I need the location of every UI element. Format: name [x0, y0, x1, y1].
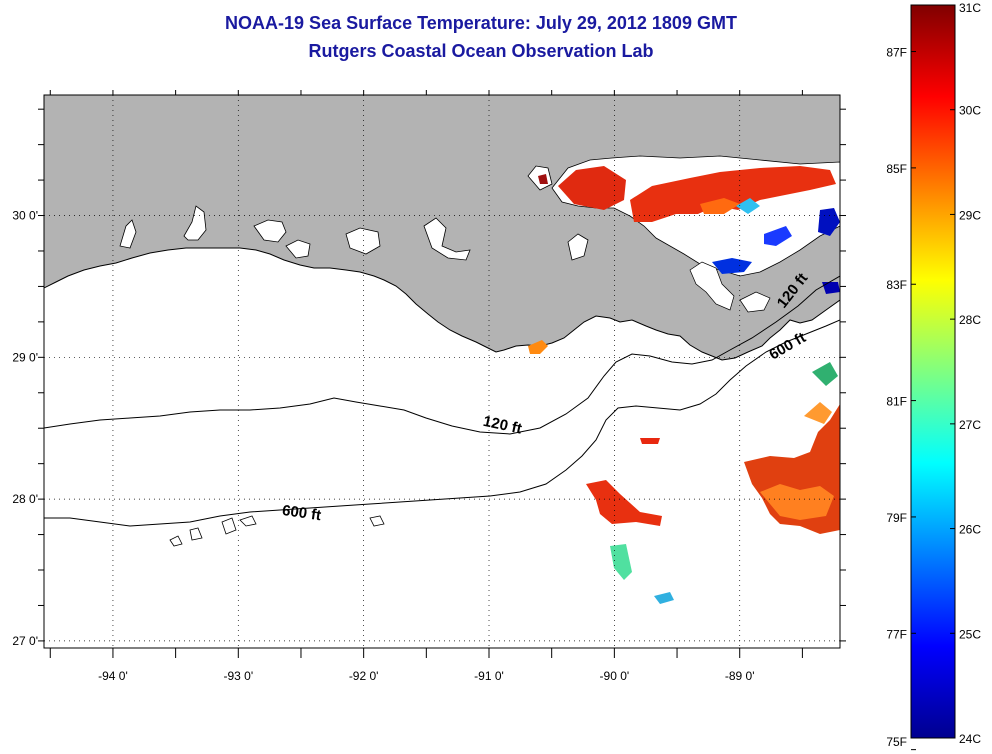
lake	[119, 219, 137, 249]
lon-label: -89 0'	[725, 669, 755, 683]
lon-label: -91 0'	[474, 669, 504, 683]
lake	[567, 233, 589, 261]
cb-celsius-label: 27C	[959, 418, 981, 432]
cb-fahrenheit-label: 81F	[886, 395, 907, 409]
lat-label: 27 0'	[12, 634, 38, 648]
cb-celsius-label: 25C	[959, 627, 981, 641]
colorbar-celsius-labels: 31C 30C 29C 28C 27C 26C 25C 24C	[950, 1, 981, 746]
cb-celsius-label: 24C	[959, 732, 981, 746]
lat-label: 30 0'	[12, 209, 38, 223]
cb-celsius-label: 30C	[959, 104, 981, 118]
cb-celsius-label: 26C	[959, 523, 981, 537]
lat-label: 29 0'	[12, 350, 38, 364]
colorbar	[910, 4, 956, 739]
contour-600ft	[44, 319, 840, 527]
map-title: NOAA-19 Sea Surface Temperature: July 29…	[225, 13, 737, 33]
delta	[689, 261, 735, 311]
lon-label: -94 0'	[98, 669, 128, 683]
cb-fahrenheit-label: 83F	[886, 278, 907, 292]
sst-patches	[528, 166, 840, 604]
delta	[739, 291, 771, 313]
cb-celsius-label: 31C	[959, 1, 981, 15]
lake	[285, 239, 311, 259]
cb-fahrenheit-label: 77F	[886, 627, 907, 641]
lake	[345, 227, 381, 255]
map-frame	[43, 94, 841, 649]
lake	[183, 205, 207, 241]
axis-ticks	[38, 90, 846, 658]
lake	[423, 217, 471, 261]
cb-fahrenheit-label: 79F	[886, 511, 907, 525]
lat-label: 28 0'	[12, 492, 38, 506]
map-subtitle: Rutgers Coastal Ocean Observation Lab	[308, 41, 654, 61]
cb-fahrenheit-label: 75F	[886, 735, 907, 749]
cb-fahrenheit-label: 87F	[886, 46, 907, 60]
cb-celsius-label: 29C	[959, 208, 981, 222]
longitude-labels: -94 0' -93 0' -92 0' -91 0' -90 0' -89 0'	[98, 669, 754, 683]
contour-120ft	[44, 275, 840, 435]
lake	[253, 219, 287, 243]
lon-label: -92 0'	[349, 669, 379, 683]
lon-label: -90 0'	[600, 669, 630, 683]
latitude-labels: 30 0' 29 0' 28 0' 27 0'	[12, 209, 38, 648]
colorbar-fahrenheit-labels: 87F 85F 83F 81F 79F 77F 75F	[886, 46, 916, 751]
contour-600ft-islands	[169, 515, 385, 547]
contour-label: 600 ft	[281, 502, 322, 524]
gridlines	[44, 95, 840, 648]
cb-fahrenheit-label: 85F	[886, 162, 907, 176]
lon-label: -93 0'	[223, 669, 253, 683]
cb-celsius-label: 28C	[959, 313, 981, 327]
